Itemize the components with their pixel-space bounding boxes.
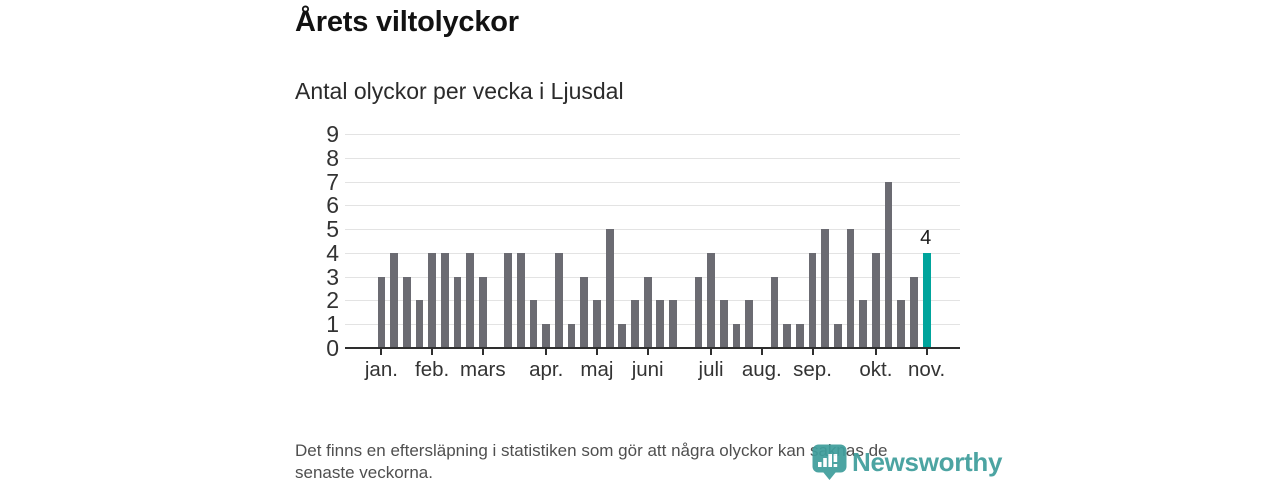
x-axis-tick — [874, 349, 877, 355]
bar-week-24 — [669, 300, 677, 348]
newsworthy-logo: Newsworthy — [812, 444, 1002, 480]
bar-week-36 — [821, 229, 830, 348]
x-axis-tick — [545, 349, 548, 355]
bar-week-32 — [770, 276, 779, 348]
y-axis-label: 5 — [326, 216, 339, 243]
x-axis-tick — [710, 349, 713, 355]
x-axis-label: feb. — [415, 358, 450, 381]
y-axis-label: 7 — [326, 168, 339, 195]
gridline — [345, 157, 960, 159]
footer-note: Det finns en eftersläpning i statistiken… — [295, 440, 887, 480]
gridline — [345, 133, 960, 135]
bar-week-8 — [466, 252, 475, 348]
x-axis-tick — [431, 349, 434, 355]
y-axis-label: 1 — [326, 311, 339, 338]
bar-week-37 — [833, 324, 842, 348]
bar-week-9 — [478, 276, 487, 348]
x-axis-label: okt. — [859, 358, 893, 381]
bar-week-23 — [656, 300, 665, 348]
x-axis-label: nov. — [908, 358, 946, 381]
gridline — [345, 276, 960, 278]
bar-week-28 — [719, 300, 728, 348]
bar-week-35 — [808, 252, 817, 348]
gridline — [345, 324, 960, 326]
x-axis-label: sep. — [793, 358, 832, 381]
y-axis-label: 3 — [326, 263, 339, 290]
gridline — [345, 181, 960, 183]
x-axis-label: mars — [460, 358, 506, 381]
bar-week-33 — [783, 324, 792, 348]
bar-week-16 — [567, 324, 576, 348]
bar-week-21 — [631, 300, 639, 348]
bar-week-2 — [390, 252, 398, 348]
x-axis-label: juli — [698, 358, 724, 381]
x-axis-label: maj — [580, 358, 614, 381]
y-axis-label: 4 — [326, 239, 339, 266]
bar-week-41 — [884, 181, 893, 348]
gridline — [345, 252, 960, 254]
bar-week-4 — [415, 300, 424, 348]
bar-week-7 — [453, 276, 462, 348]
bar-week-20 — [618, 324, 627, 348]
x-axis-tick — [481, 349, 484, 355]
y-axis-label: 0 — [326, 335, 339, 361]
chart-title: Årets viltolyckor — [295, 6, 519, 38]
bar-week-44 — [922, 252, 931, 348]
bar-week-14 — [542, 324, 551, 348]
bar-week-18 — [593, 300, 601, 348]
y-axis-label: 8 — [326, 144, 339, 171]
x-axis-tick — [380, 349, 383, 355]
highlight-value-label: 4 — [920, 227, 932, 249]
newsworthy-logo-text: Newsworthy — [852, 446, 1003, 477]
x-axis-tick — [646, 349, 649, 355]
bar-week-42 — [897, 300, 906, 348]
x-axis-label: apr. — [529, 358, 564, 381]
bar-week-6 — [440, 252, 449, 348]
gridline — [345, 229, 960, 231]
y-axis-label: 9 — [326, 120, 339, 147]
bar-week-30 — [745, 300, 754, 348]
footer-note-line1: Det finns en eftersläpning i statistiken… — [295, 441, 888, 460]
bar-week-29 — [732, 324, 741, 348]
gridline — [345, 205, 960, 207]
bar-week-5 — [428, 252, 437, 348]
bar-week-40 — [872, 252, 880, 348]
x-axis-tick — [595, 349, 598, 355]
chart-subtitle: Antal olyckor per vecka i Ljusdal — [295, 78, 624, 104]
x-axis-label: aug. — [741, 358, 782, 381]
y-axis-label: 2 — [326, 287, 339, 314]
bar-week-39 — [859, 300, 868, 348]
bar-week-38 — [846, 229, 855, 348]
bar-week-43 — [910, 276, 918, 348]
bar-week-13 — [529, 300, 538, 348]
bar-week-15 — [555, 252, 563, 348]
bar-week-26 — [694, 276, 703, 348]
x-axis-tick — [811, 349, 814, 355]
bar-week-12 — [516, 252, 525, 348]
gridline — [345, 300, 960, 302]
y-axis-label: 6 — [326, 192, 339, 219]
bar-week-34 — [795, 324, 804, 348]
x-axis-tick — [925, 349, 928, 355]
bar-week-19 — [605, 229, 614, 348]
x-axis-line — [345, 347, 960, 349]
x-axis-tick — [760, 349, 763, 355]
newsworthy-logo-icon — [812, 444, 847, 480]
bar-week-27 — [707, 252, 715, 348]
bar-week-1 — [377, 276, 386, 348]
bar-week-3 — [402, 276, 411, 348]
bar-week-22 — [643, 276, 652, 348]
bar-week-17 — [580, 276, 589, 348]
footer-note-line2: senaste veckorna. — [295, 463, 433, 480]
bar-week-11 — [504, 252, 513, 348]
x-axis-label: juni — [631, 358, 664, 381]
x-axis-label: jan. — [364, 358, 398, 381]
